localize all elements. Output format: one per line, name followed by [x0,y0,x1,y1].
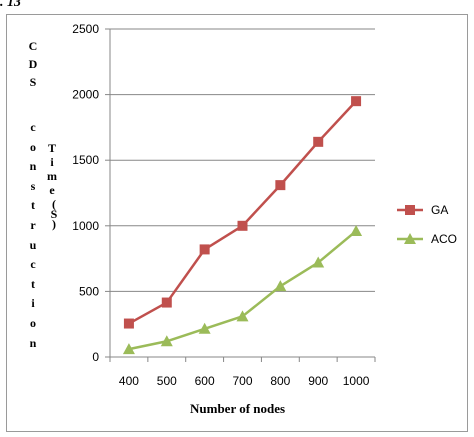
y-label-letter: S [29,75,37,89]
legend-marker [405,205,415,215]
y-tick-label: 1500 [72,153,99,167]
y-tick-label: 0 [92,350,99,364]
y-tick-label: 2000 [72,88,99,102]
x-tick-label: 500 [157,374,177,388]
y-label-letter: o [30,139,36,154]
y-label-letter: s [30,178,36,193]
series-line-aco [128,230,357,351]
y-label-letter: ) [52,217,56,231]
series-layer [122,96,363,355]
y-label-letter: D [28,57,38,71]
data-point-aco-600 [198,322,211,334]
data-point-ga-700 [237,220,248,231]
series-line-ga [128,100,357,325]
y-label-letter: t [31,276,35,291]
data-point-aco-1000 [350,225,363,237]
x-tick-label: 800 [270,374,290,388]
series-aco [122,225,363,355]
y-label-letter: m [47,169,57,183]
data-point-aco-800 [274,280,287,292]
y-tick-label: 2500 [72,22,99,36]
y-label-letter: u [29,237,37,252]
x-tick-label: 400 [119,374,139,388]
y-label-letter: c [30,257,36,272]
y-label-letter: ( [52,197,56,211]
chart-frame [6,14,468,432]
series-ga [123,96,362,329]
x-tick-label: 700 [232,374,252,388]
axes: 0 500 1000 1500 2000 2500 400 500 600 700 800 900 10… [72,22,376,388]
data-point-ga-500 [161,297,172,308]
y-label-letter: T [47,141,56,155]
data-point-aco-700 [236,310,249,322]
legend-item-aco: ACO [397,232,457,246]
x-axis-label: Number of nodes [190,401,286,416]
data-point-aco-400 [122,343,135,355]
y-label-letter: e [49,183,55,197]
data-point-ga-600 [199,244,210,255]
x-tick-label: 600 [195,374,215,388]
legend: GA ACO [397,203,457,246]
y-label-letter: t [31,198,35,213]
gridlines [110,28,375,292]
x-tick-label: 1000 [343,374,370,388]
y-label-letter: n [29,335,37,350]
y-label-letter: i [50,155,54,169]
y-label-letter: o [30,315,36,330]
legend-label: ACO [431,232,457,246]
legend-item-ga: GA [397,203,448,217]
data-point-aco-900 [312,256,325,268]
x-tick-label: 900 [308,374,328,388]
y-label-letter: n [29,159,37,174]
legend-marker [404,233,416,244]
y-label-letter: S [50,207,58,221]
data-point-ga-800 [275,180,286,191]
y-label-letter: i [31,296,35,311]
data-point-ga-400 [123,318,134,329]
data-point-aco-500 [160,335,173,347]
legend-label: GA [431,203,448,217]
y-label-letter: C [28,39,38,53]
y-axis-label-part-4: (S) [48,197,60,231]
data-point-ga-1000 [351,96,362,107]
y-label-letter: c [30,120,36,134]
y-label-letter: r [30,217,36,232]
figure-label: . 13 [0,0,21,10]
y-tick-label: 1000 [72,219,99,233]
data-point-ga-900 [313,136,324,147]
y-tick-label: 500 [79,284,99,298]
